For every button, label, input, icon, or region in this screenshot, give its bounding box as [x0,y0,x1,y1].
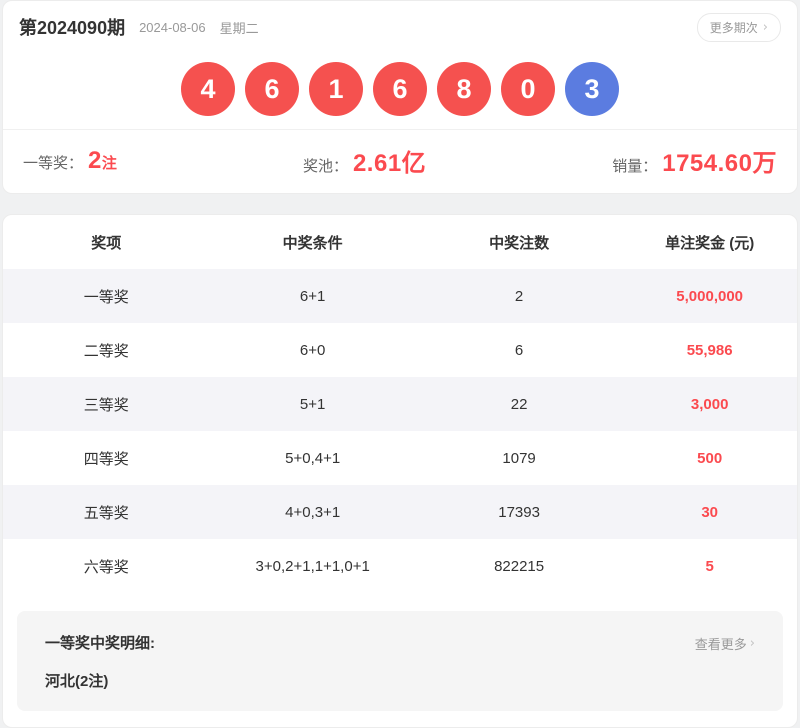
cell-amount: 500 [697,449,723,467]
draw-weekday: 星期二 [219,21,259,36]
cell-amount: 55,986 [686,341,733,359]
cell-amount: 5 [705,557,714,575]
cell-amount: 30 [701,503,718,521]
cell-count: 6 [514,341,524,359]
more-issues-label: 更多期次 [709,21,758,35]
cell-condition: 5+1 [299,395,326,413]
col-header-condition: 中奖条件 [282,234,343,252]
cell-prize: 六等奖 [83,558,129,576]
lottery-ball: 6 [245,62,299,116]
col-header-amount: 单注奖金 (元) [665,234,755,252]
cell-condition: 5+0,4+1 [285,449,341,467]
view-more-label: 查看更多 [694,637,747,652]
chevron-right-icon: › [762,20,768,35]
cell-condition: 6+1 [299,287,326,305]
table-header-row: 奖项 中奖条件 中奖注数 单注奖金 (元) [3,215,797,269]
stat-value: 2.61亿 [352,150,427,177]
table-row: 五等奖 4+0,3+1 17393 30 [3,485,797,539]
draw-card: 第2024090期 2024-08-06 星期二 更多期次 › 4 6 1 6 … [2,0,798,194]
winning-numbers: 4 6 1 6 8 0 3 [3,62,797,116]
detail-title: 一等奖中奖明细: [45,635,155,652]
lottery-ball-special: 3 [565,62,619,116]
lottery-ball: 4 [181,62,235,116]
cell-count: 17393 [498,503,540,521]
draw-header: 第2024090期 2024-08-06 星期二 更多期次 › [3,1,797,42]
lottery-ball: 8 [437,62,491,116]
cell-amount: 3,000 [690,395,729,413]
cell-count: 822215 [494,557,545,575]
col-header-count: 中奖注数 [489,234,550,252]
more-issues-button[interactable]: 更多期次 › [696,13,781,42]
stats-row: 一等奖： 2 注 奖池： 2.61亿 销量： 1754.60万 [3,130,797,193]
cell-amount: 5,000,000 [676,287,744,305]
stat-first-prize: 一等奖： 2 注 [23,147,117,175]
table-row: 二等奖 6+0 6 55,986 [3,323,797,377]
chevron-right-icon: › [749,636,755,651]
stat-label: 一等奖： [23,154,84,172]
issue-number: 第2024090期 [19,17,126,38]
draw-date: 2024-08-06 [139,20,206,35]
view-more-link[interactable]: 查看更多 › [695,634,755,653]
cell-count: 22 [510,395,528,413]
cell-prize: 一等奖 [83,288,129,306]
first-prize-detail-panel: 一等奖中奖明细: 河北(2注) 查看更多 › [17,611,783,711]
divider [3,129,797,130]
cell-prize: 四等奖 [83,450,129,468]
cell-count: 2 [514,287,524,305]
col-header-prize: 奖项 [91,234,122,252]
stat-label: 销量： [612,158,658,175]
prize-table-card: 奖项 中奖条件 中奖注数 单注奖金 (元) 一等奖 6+1 2 5,000,00… [2,214,798,728]
lottery-ball: 1 [309,62,363,116]
cell-prize: 三等奖 [83,396,129,414]
cell-count: 1079 [502,449,536,467]
cell-prize: 二等奖 [83,342,129,360]
table-row: 六等奖 3+0,2+1,1+1,0+1 822215 5 [3,539,797,593]
cell-condition: 4+0,3+1 [285,503,341,521]
lottery-ball: 6 [373,62,427,116]
stat-label: 奖池： [302,158,348,175]
stat-sales: 销量： 1754.60万 [612,143,777,178]
cell-condition: 3+0,2+1,1+1,0+1 [255,557,370,575]
stat-jackpot-pool: 奖池： 2.61亿 [303,143,426,178]
stat-value: 2 [88,146,102,174]
cell-condition: 6+0 [299,341,326,359]
stat-value: 1754.60万 [662,150,777,177]
detail-text: 一等奖中奖明细: 河北(2注) [45,632,695,691]
cell-prize: 五等奖 [83,504,129,522]
table-row: 三等奖 5+1 22 3,000 [3,377,797,431]
table-row: 四等奖 5+0,4+1 1079 500 [3,431,797,485]
detail-content: 河北(2注) [45,673,109,690]
prize-table: 奖项 中奖条件 中奖注数 单注奖金 (元) 一等奖 6+1 2 5,000,00… [3,215,797,593]
stat-unit: 注 [101,154,117,172]
lottery-ball: 0 [501,62,555,116]
table-row: 一等奖 6+1 2 5,000,000 [3,269,797,323]
